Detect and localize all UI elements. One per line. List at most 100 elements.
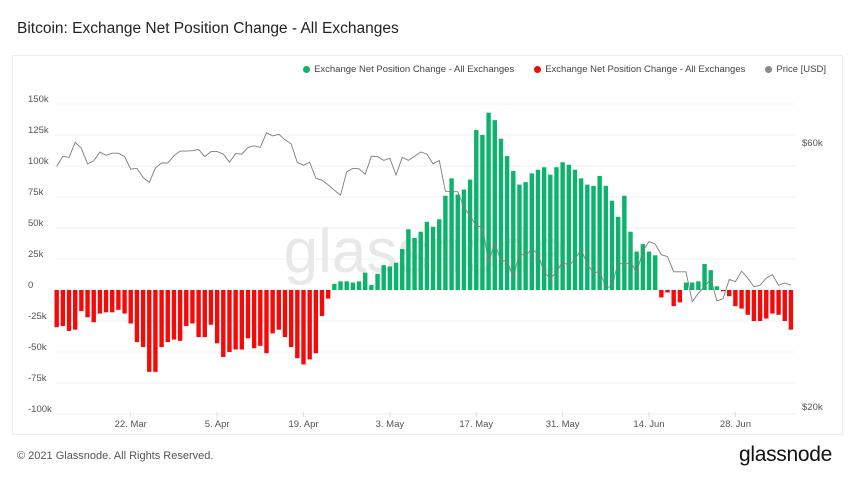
bar-negative (153, 290, 158, 372)
bar-positive (572, 169, 578, 290)
bar-negative (264, 290, 269, 354)
bar-negative (103, 290, 109, 313)
bar-positive (535, 169, 541, 290)
bar-negative (757, 290, 763, 321)
bar-positive (400, 249, 405, 290)
bar-negative (288, 290, 294, 348)
bar-negative (319, 290, 325, 317)
bar-negative (258, 290, 263, 346)
legend-item-inflow[interactable]: Exchange Net Position Change - All Excha… (303, 64, 514, 75)
bar-negative (140, 290, 146, 348)
bar-positive (529, 173, 534, 290)
bar-positive (406, 229, 411, 290)
bar-negative (788, 290, 794, 330)
y-tick-label: -25k (28, 311, 47, 322)
bar-negative (60, 290, 66, 326)
chart-title: Bitcoin: Exchange Net Position Change - … (17, 20, 399, 37)
bar-negative (116, 290, 121, 310)
x-tick-label: 31. May (546, 419, 580, 430)
bar-positive (350, 282, 356, 290)
bar-positive (541, 167, 547, 290)
legend-label: Exchange Net Position Change - All Excha… (314, 64, 515, 75)
bar-negative (54, 290, 59, 328)
bar-negative (270, 290, 275, 334)
bar-positive (449, 178, 454, 290)
bar-positive (628, 231, 633, 290)
y-tick-label: 25k (28, 249, 44, 260)
x-tick-label: 5. Apr (205, 419, 230, 430)
bar-negative (233, 290, 238, 350)
bar-positive (597, 175, 602, 290)
bar-negative (190, 290, 195, 324)
bar-positive (338, 281, 343, 290)
bar-positive (511, 170, 516, 290)
bar-positive (690, 282, 695, 290)
x-tick-label: 3. May (376, 419, 405, 430)
bar-positive (455, 194, 460, 290)
bar-positive (437, 219, 442, 290)
bar-negative (208, 290, 214, 325)
legend-item-price[interactable]: Price [USD] (765, 64, 826, 75)
bar-negative (221, 290, 226, 357)
bar-negative (671, 290, 676, 307)
bar-positive (517, 184, 522, 290)
y-tick-label: 125k (28, 125, 49, 136)
bar-negative (245, 290, 251, 339)
bar-negative (147, 290, 152, 372)
x-tick-label: 22. Mar (115, 419, 147, 430)
bar-negative (73, 290, 78, 330)
bar-negative (171, 290, 177, 340)
bar-positive (430, 226, 436, 290)
bar-positive (363, 272, 368, 290)
bar-negative (727, 290, 732, 297)
y-right-tick-label: $60k (802, 138, 823, 149)
legend-label: Price [USD] (776, 64, 826, 75)
legend: Exchange Net Position Change - All Excha… (303, 64, 826, 75)
bar-negative (313, 290, 319, 354)
bar-positive (418, 231, 423, 290)
bar-negative (276, 290, 282, 330)
legend-dot-green-icon (303, 66, 311, 73)
bar-negative (720, 290, 726, 292)
bar-negative (239, 290, 244, 350)
legend-label: Exchange Net Position Change - All Excha… (545, 64, 746, 75)
bar-positive (344, 281, 349, 290)
bar-positive (652, 255, 658, 290)
bar-negative (659, 290, 664, 298)
bar-negative (301, 290, 306, 365)
y-right-tick-label: $20k (802, 402, 823, 413)
bar-negative (665, 290, 670, 293)
bar-negative (745, 290, 750, 315)
bar-positive (387, 266, 393, 290)
legend-item-outflow[interactable]: Exchange Net Position Change - All Excha… (534, 64, 745, 75)
bar-negative (677, 290, 683, 303)
glassnode-logo[interactable]: glassnode (738, 443, 832, 466)
bar-positive (412, 237, 417, 290)
bar-positive (714, 286, 720, 290)
y-tick-label: -50k (28, 342, 47, 353)
bar-negative (110, 290, 115, 313)
bar-negative (227, 290, 232, 352)
x-tick-label: 17. May (459, 419, 493, 430)
bar-negative (307, 290, 312, 360)
x-tick-label: 28. Jun (720, 419, 751, 430)
bar-positive (480, 135, 485, 290)
bar-positive (369, 285, 374, 290)
bar-negative (66, 290, 72, 331)
bar-positive (603, 185, 609, 290)
bar-negative (184, 290, 189, 326)
bar-positive (443, 195, 448, 290)
chart-card (12, 55, 843, 435)
bar-positive (578, 178, 584, 290)
bar-negative (782, 290, 787, 321)
bar-positive (461, 189, 467, 290)
bar-negative (214, 290, 220, 344)
bar-positive (609, 200, 615, 290)
bar-positive (474, 130, 479, 290)
y-tick-label: -75k (28, 373, 47, 384)
bar-negative (251, 290, 257, 349)
bar-positive (498, 138, 504, 290)
bar-negative (177, 290, 183, 341)
bar-negative (159, 290, 164, 348)
